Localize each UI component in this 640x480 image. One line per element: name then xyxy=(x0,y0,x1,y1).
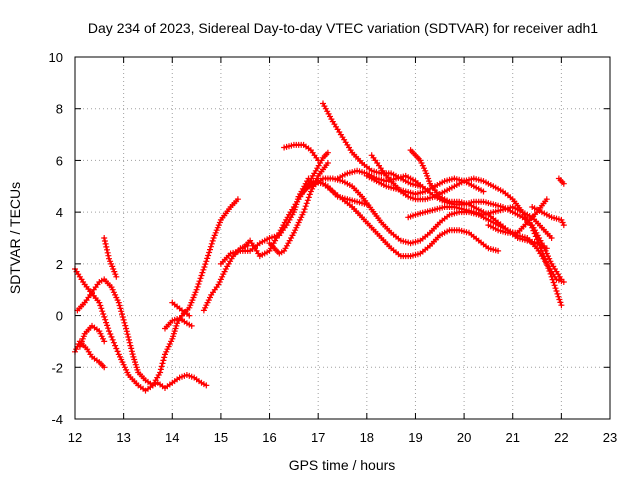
series-track-23 xyxy=(529,204,567,229)
x-tick-label: 13 xyxy=(116,430,130,445)
x-tick-label: 14 xyxy=(165,430,179,445)
series-track-line xyxy=(268,161,329,255)
series-track-line xyxy=(557,177,565,185)
series-markers xyxy=(281,141,322,164)
chart-title: Day 234 of 2023, Sidereal Day-to-day VTE… xyxy=(88,20,598,36)
x-axis-label: GPS time / hours xyxy=(289,457,396,473)
y-tick-label: 10 xyxy=(49,50,63,65)
y-tick-label: 8 xyxy=(56,102,63,117)
series-track-11 xyxy=(266,160,331,257)
series-track-20 xyxy=(405,204,555,241)
x-tick-label: 22 xyxy=(554,430,568,445)
series-track-14 xyxy=(300,178,502,260)
series-track-7 xyxy=(169,299,193,319)
series-markers xyxy=(74,276,210,391)
plot-frame xyxy=(74,56,611,420)
x-tick-label: 23 xyxy=(603,430,617,445)
x-tick-label: 12 xyxy=(68,430,82,445)
series-track-24 xyxy=(555,175,567,187)
x-tick-label: 15 xyxy=(214,430,228,445)
axis-ticks: 12 13 14 15 16 17 18 19 20 21 22 23 -4 -2 0 2 4 6 8 10 xyxy=(49,50,618,445)
x-tick-label: 18 xyxy=(360,430,374,445)
series-markers xyxy=(300,178,502,260)
series-track-5 xyxy=(101,235,120,280)
series-track-6 xyxy=(162,315,195,332)
y-tick-label: 2 xyxy=(56,257,63,272)
series-track-2 xyxy=(74,276,210,391)
series-track-12 xyxy=(281,141,322,164)
x-tick-label: 21 xyxy=(505,430,519,445)
y-tick-label: -2 xyxy=(51,360,63,375)
series-markers xyxy=(405,204,555,241)
plot-series xyxy=(72,100,567,394)
y-axis-label: SDTVAR / TECUs xyxy=(7,182,23,294)
series-markers xyxy=(529,204,567,229)
y-tick-label: 0 xyxy=(56,309,63,324)
y-tick-label: -4 xyxy=(51,412,63,427)
x-tick-label: 17 xyxy=(311,430,325,445)
series-markers xyxy=(555,175,567,187)
x-tick-label: 19 xyxy=(408,430,422,445)
series-markers xyxy=(72,338,108,371)
series-markers xyxy=(72,196,241,394)
series-markers xyxy=(162,315,195,332)
series-track-4 xyxy=(72,338,108,371)
series-track-1 xyxy=(72,196,241,394)
x-tick-label: 16 xyxy=(262,430,276,445)
x-tick-label: 20 xyxy=(457,430,471,445)
y-tick-label: 4 xyxy=(56,205,63,220)
series-markers xyxy=(169,299,193,319)
series-track-21 xyxy=(363,172,487,197)
series-markers xyxy=(266,160,331,257)
series-markers xyxy=(101,235,120,280)
y-tick-label: 6 xyxy=(56,153,63,168)
series-markers xyxy=(363,172,487,197)
